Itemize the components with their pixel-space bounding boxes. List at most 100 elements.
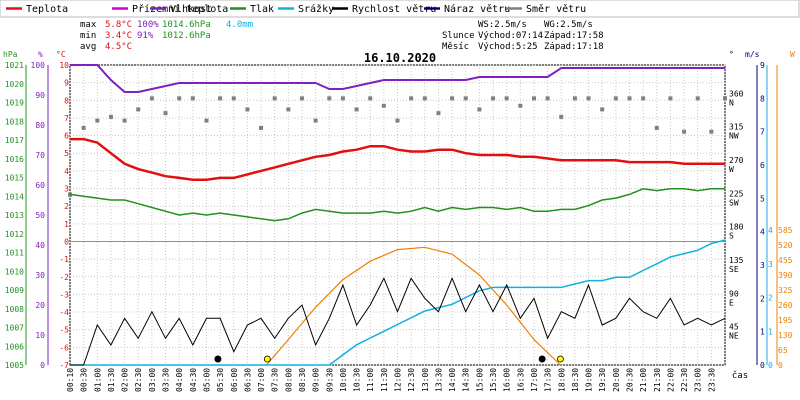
x-tick-label: 20:00 [612,368,621,392]
stats-min-temp: 3.4°C [105,31,132,41]
x-tick-label: 11:00 [366,368,375,392]
x-tick-label: 05:00 [202,368,211,392]
stats-max-temp: 5.8°C [105,20,132,30]
winddir-point [545,96,550,101]
pressure-axis-tick: 1008 [5,305,24,314]
temp-axis-tick: 0 [64,237,69,246]
winddir-axis-tick: 270 [729,156,744,165]
x-tick-label: 21:00 [639,368,648,392]
winddir-point [518,103,523,108]
temp-axis-tick: 2 [64,202,69,211]
x-tick-label: 22:30 [680,368,689,392]
winddir-point [559,114,564,119]
x-tick-label: 19:30 [598,368,607,392]
humidity-axis-tick: 30 [35,271,45,280]
winddir-point [231,96,236,101]
winddir-point [600,107,605,112]
temp-axis-tick: -1 [59,255,69,264]
winddir-point [368,96,373,101]
rain-axis-tick: 0 [768,361,773,370]
winddir-point [259,125,264,130]
x-axis: 00:10 00:30 01:00 01:30 02:00 02:30 03:00 03:30… [66,368,716,392]
svg-text:Náraz větru: Náraz větru [444,3,510,15]
svg-text:Rychlost větru: Rychlost větru [352,3,436,15]
temp-axis-tick: -2 [59,273,69,282]
svg-text:Směr větru: Směr větru [526,3,586,15]
x-tick-label: 04:00 [175,368,184,392]
solar-axis-tick: 195 [778,316,793,325]
winddir-point [409,96,414,101]
windspeed-axis-tick: 0 [760,361,765,370]
pressure-axis-tick: 1018 [5,117,24,126]
legend-item-wind-dir: Směr větru [506,3,586,15]
x-tick-label: 09:30 [325,368,334,392]
winddir-axis-tick: 90 [729,289,739,298]
moon-set: Západ:17:18 [544,42,604,52]
winddir-point [436,111,441,116]
solar-axis-tick: 585 [778,226,793,235]
x-tick-label: 06:30 [243,368,252,392]
x-tick-label: 00:10 [66,368,75,392]
pressure-axis-tick: 1011 [5,249,24,258]
moon-marker [214,355,222,363]
x-tick-label: 06:00 [230,368,239,392]
x-tick-label: 07:00 [257,368,266,392]
humidity-axis-tick: 0 [40,361,45,370]
temp-axis-tick: 10 [59,61,69,70]
stats-max-hum: 100% [137,20,159,30]
series-humidity-line [70,64,725,93]
humidity-axis-tick: 70 [35,151,45,160]
series-rain-line [70,239,726,366]
pressure-axis-tick: 1019 [5,99,24,108]
windspeed-axis-tick: 7 [760,128,765,137]
grid [69,64,726,366]
winddir-point [340,96,345,101]
temp-axis-tick: -3 [59,290,69,299]
winddir-point [122,118,127,123]
temp-axis-tick: 1 [64,220,69,229]
wind-wg: WG:2.5m/s [544,20,593,30]
winddir-point [204,118,209,123]
winddir-point [177,96,182,101]
pressure-axis-tick: 1010 [5,267,24,276]
windspeed-axis-tick: 8 [760,94,765,103]
winddir-point [723,96,727,101]
winddir-point [627,96,632,101]
winddir-point [422,96,427,101]
humidity-axis-tick: 80 [35,121,45,130]
moon-rise: Východ:5:25 [478,42,538,52]
x-tick-label: 23:30 [707,368,716,392]
winddir-point [477,107,482,112]
series-pressure-line [69,188,725,222]
winddir-point [218,96,223,101]
x-tick-label: 00:30 [80,368,89,392]
solar-axis-tick: 130 [778,331,793,340]
legend-item-wind-gust: Náraz větru [424,3,510,15]
windspeed-axis-tick: 3 [760,261,765,270]
sun-set: Západ:17:58 [544,31,604,41]
stats-max-press: 1014.6hPa [162,20,211,30]
winddir-axis-tick: 135 [729,256,744,265]
x-tick-label: 17:00 [530,368,539,392]
rain-axis-tick: 1 [768,327,773,336]
winddir-point [272,96,277,101]
x-tick-label: 08:00 [284,368,293,392]
winddir-axis-dir: SW [729,198,739,207]
winddir-axis-tick: 180 [729,223,744,232]
x-tick-label: 02:00 [121,368,130,392]
winddir-point [572,96,577,101]
x-tick-label: 12:30 [407,368,416,392]
winddir-axis-dir: NW [729,132,739,141]
x-tick-label: 02:30 [134,368,143,392]
winddir-point [245,107,250,112]
temp-axis-tick: 6 [64,132,69,141]
x-tick-label: 15:00 [475,368,484,392]
pressure-axis-tick: 1021 [5,61,24,70]
solar-axis-tick: 325 [778,286,793,295]
winddir-point [641,96,646,101]
winddir-point [586,96,591,101]
moon-marker [538,355,546,363]
winddir-axis-tick: 360 [729,89,744,98]
